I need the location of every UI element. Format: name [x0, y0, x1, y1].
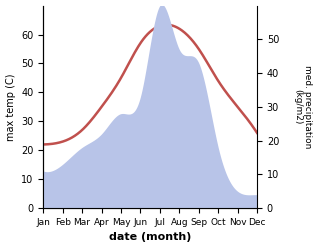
- Y-axis label: med. precipitation
(kg/m2): med. precipitation (kg/m2): [293, 65, 313, 149]
- Y-axis label: max temp (C): max temp (C): [5, 73, 16, 141]
- X-axis label: date (month): date (month): [109, 232, 191, 243]
